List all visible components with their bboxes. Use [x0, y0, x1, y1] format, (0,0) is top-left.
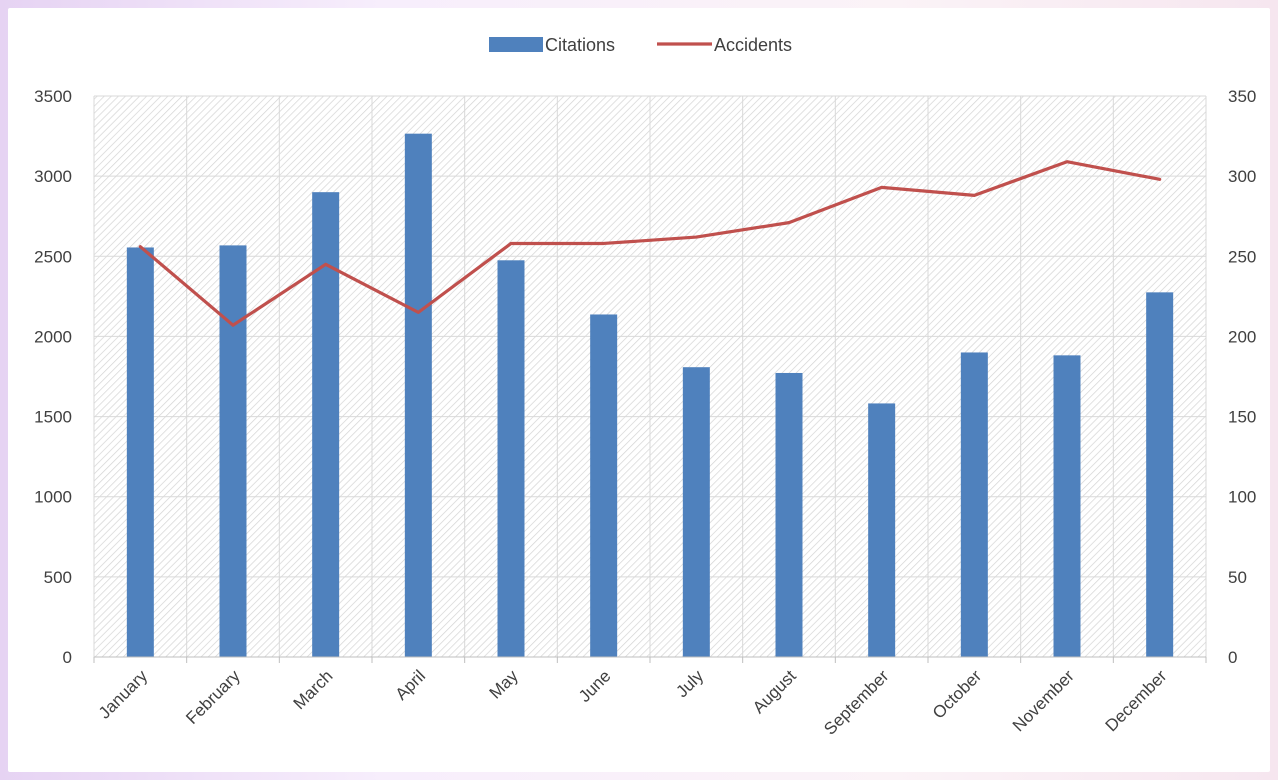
right-axis-tick-label: 200: [1228, 327, 1256, 346]
combo-chart: 0 500 1000 1500 2000 2500 3000 3500 0 50 100 150 20…: [34, 35, 1256, 739]
legend-swatch-citations: [489, 37, 543, 52]
gridlines: [93, 95, 1207, 658]
bar-citations-september: [868, 403, 896, 657]
bar-citations-april: [404, 133, 432, 658]
left-axis-tick-label: 1500: [34, 408, 72, 427]
category-label-december: December: [1102, 666, 1171, 735]
right-axis-tick-label: 250: [1228, 247, 1256, 266]
left-axis-tick-label: 0: [63, 648, 72, 667]
accidents-line-layer: [138, 160, 1162, 327]
left-axis-tick-label: 2500: [34, 247, 72, 266]
citations-bars: [126, 133, 1174, 658]
bar-citations-december: [1146, 292, 1174, 657]
right-axis-tick-label: 150: [1228, 408, 1256, 427]
category-label-may: May: [486, 666, 522, 702]
left-axis-tick-label: 3000: [34, 167, 72, 186]
legend-label-accidents: Accidents: [714, 35, 792, 55]
right-axis-tick-label: 300: [1228, 167, 1256, 186]
bar-citations-march: [312, 192, 340, 657]
bar-citations-july: [682, 367, 710, 657]
left-axis-tick-label: 3500: [34, 87, 72, 106]
bar-citations-june: [590, 314, 618, 657]
bar-citations-february: [219, 245, 247, 657]
right-y-axis: 0 50 100 150 200 250 300 350: [1228, 87, 1256, 667]
legend: Citations Accidents: [489, 35, 792, 55]
category-label-november: November: [1009, 666, 1078, 735]
category-label-october: October: [929, 666, 985, 722]
bar-citations-november: [1053, 355, 1081, 657]
left-axis-tick-label: 500: [44, 568, 72, 587]
category-label-september: September: [820, 666, 892, 738]
category-label-march: March: [290, 666, 337, 713]
category-label-june: June: [575, 666, 615, 706]
right-axis-tick-label: 0: [1228, 648, 1237, 667]
bar-citations-january: [126, 247, 154, 657]
right-axis-tick-label: 350: [1228, 87, 1256, 106]
x-axis: [93, 656, 1207, 663]
accidents-line: [138, 160, 1162, 327]
x-axis-labels: January February March April May June July Augu…: [95, 666, 1171, 739]
right-axis-tick-label: 100: [1228, 488, 1256, 507]
right-axis-tick-label: 50: [1228, 568, 1247, 587]
category-label-august: August: [749, 666, 800, 717]
bar-citations-may: [497, 260, 525, 657]
left-y-axis: 0 500 1000 1500 2000 2500 3000 3500: [34, 87, 72, 667]
bar-citations-august: [775, 372, 803, 657]
category-label-february: February: [182, 666, 244, 728]
chart-container: 0 500 1000 1500 2000 2500 3000 3500 0 50 100 150 20…: [8, 8, 1270, 772]
bar-citations-october: [960, 352, 988, 657]
category-label-april: April: [392, 666, 429, 703]
category-label-july: July: [672, 666, 707, 701]
legend-label-citations: Citations: [545, 35, 615, 55]
left-axis-tick-label: 2000: [34, 327, 72, 346]
category-label-january: January: [95, 666, 152, 723]
left-axis-tick-label: 1000: [34, 488, 72, 507]
